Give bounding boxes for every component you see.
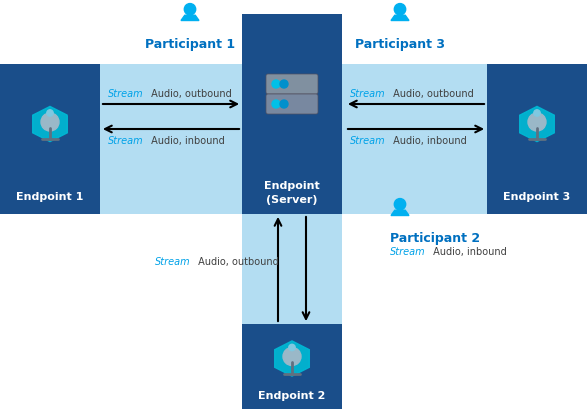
FancyBboxPatch shape: [266, 75, 318, 95]
Text: Endpoint 3: Endpoint 3: [504, 191, 571, 202]
Text: Stream: Stream: [350, 136, 386, 146]
Text: Participant 2: Participant 2: [390, 231, 480, 245]
Polygon shape: [275, 341, 309, 376]
Text: Participant 3: Participant 3: [355, 38, 445, 51]
Circle shape: [272, 81, 280, 89]
Text: Stream: Stream: [108, 136, 144, 146]
Text: Stream: Stream: [108, 89, 144, 99]
Circle shape: [272, 101, 280, 109]
Circle shape: [394, 199, 406, 211]
Bar: [242, 15, 342, 214]
Polygon shape: [33, 107, 68, 142]
Bar: [0, 65, 587, 214]
Bar: [242, 214, 342, 384]
Circle shape: [280, 81, 288, 89]
Text: Audio, outbound: Audio, outbound: [390, 89, 474, 99]
Circle shape: [394, 4, 406, 16]
Text: Stream: Stream: [390, 246, 426, 256]
FancyBboxPatch shape: [266, 95, 318, 115]
Circle shape: [41, 114, 59, 132]
Text: Participant 1: Participant 1: [145, 38, 235, 51]
Text: Audio, inbound: Audio, inbound: [390, 136, 467, 146]
Bar: [487, 65, 587, 214]
Bar: [0, 65, 100, 214]
Polygon shape: [181, 16, 199, 21]
Polygon shape: [391, 211, 409, 216]
Text: Audio, outbound: Audio, outbound: [148, 89, 232, 99]
Polygon shape: [519, 107, 554, 142]
Bar: [242, 324, 342, 409]
Circle shape: [283, 348, 301, 366]
Circle shape: [528, 114, 546, 132]
Circle shape: [534, 110, 540, 117]
Circle shape: [280, 101, 288, 109]
Text: Endpoint 2: Endpoint 2: [258, 390, 326, 400]
Text: Endpoint
(Server): Endpoint (Server): [264, 181, 320, 204]
Polygon shape: [391, 16, 409, 21]
Text: Stream: Stream: [155, 256, 191, 266]
Text: Stream: Stream: [350, 89, 386, 99]
Circle shape: [47, 110, 53, 117]
Circle shape: [184, 4, 195, 16]
Text: Audio, outbound: Audio, outbound: [195, 256, 279, 266]
Text: Endpoint 1: Endpoint 1: [16, 191, 84, 202]
Text: Audio, inbound: Audio, inbound: [430, 246, 507, 256]
Text: Audio, inbound: Audio, inbound: [148, 136, 225, 146]
Circle shape: [289, 344, 295, 351]
